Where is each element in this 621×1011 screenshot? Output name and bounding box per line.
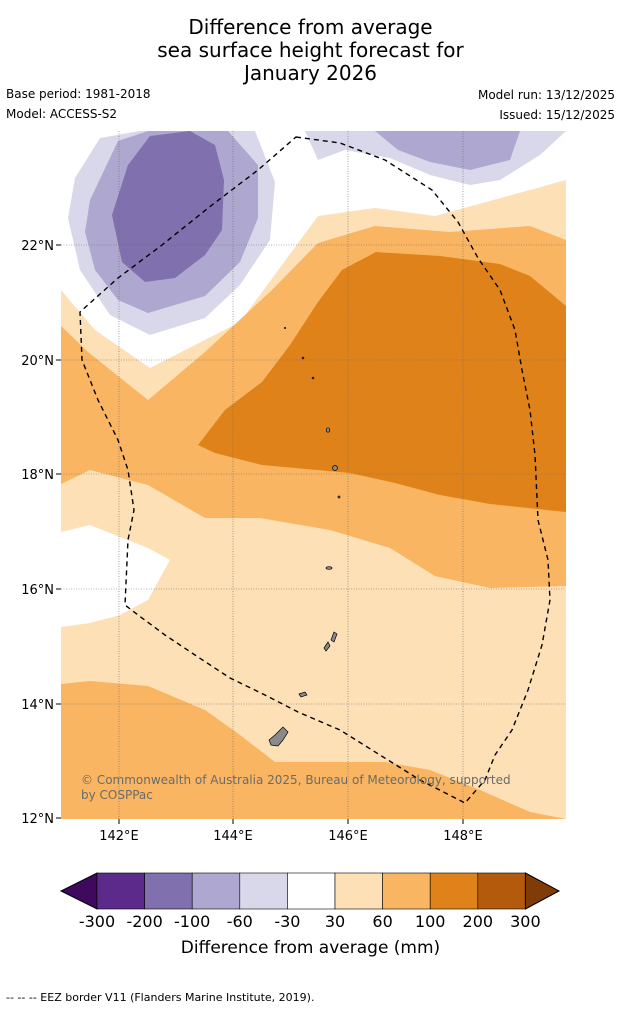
lon-label-146e: 146°E <box>328 829 368 844</box>
colorbar-tick-label: -300 <box>79 912 115 931</box>
colorbar-box-neg300-neg200 <box>96 872 145 910</box>
lat-label-22n: 22°N <box>21 239 54 254</box>
colorbar-tick-label: -60 <box>227 912 253 931</box>
island-saipan <box>330 631 338 643</box>
colorbar-box-60-100 <box>382 872 431 910</box>
colorbar-box-30-60 <box>334 872 383 910</box>
colorbar-ticks: -300 -200 -100 -60 -30 30 60 100 200 300 <box>79 912 541 931</box>
colorbar-box-neg60-neg30 <box>239 872 288 910</box>
colorbar-tick-label: 100 <box>415 912 446 931</box>
island-maug <box>301 356 305 360</box>
colorbar-tick-label: -30 <box>274 912 300 931</box>
island-tinian <box>323 641 331 652</box>
title-line-3: January 2026 <box>243 61 378 85</box>
island-rota <box>298 691 308 698</box>
colorbar-tick-label: 200 <box>463 912 494 931</box>
title-line-1: Difference from average <box>188 15 433 39</box>
lon-label-144e: 144°E <box>213 829 253 844</box>
colorbar-title: Difference from average (mm) <box>180 938 441 958</box>
colorbar-box-200-300 <box>477 872 526 910</box>
island-agrihan <box>325 427 331 433</box>
island-asuncion <box>311 376 315 380</box>
chart-title: Difference from average sea surface heig… <box>0 16 621 85</box>
lat-label-12n: 12°N <box>21 812 54 827</box>
colorbar-box-100-200 <box>429 872 479 910</box>
copyright-line-2: by COSPPac <box>81 788 153 802</box>
colorbar-box-neg30-30 <box>287 872 336 910</box>
island-anatahan <box>325 566 333 570</box>
title-line-2: sea surface height forecast for <box>157 38 464 62</box>
issued-date: Issued: 15/12/2025 <box>499 108 615 122</box>
contour-100-200 <box>198 252 566 512</box>
contour-neutral-west <box>61 525 170 627</box>
colorbar-tick-label: 300 <box>510 912 541 931</box>
map-plot-area: © Commonwealth of Australia 2025, Bureau… <box>61 131 566 819</box>
colorbar-box-neg100-neg60 <box>191 872 241 910</box>
eez-footnote: -- -- -- EEZ border V11 (Flanders Marine… <box>6 991 315 1004</box>
lon-label-148e: 148°E <box>443 829 483 844</box>
lat-label-18n: 18°N <box>21 468 54 483</box>
island-alamagan <box>337 495 341 499</box>
colorbar <box>59 872 561 910</box>
model-run-date: Model run: 13/12/2025 <box>477 88 615 102</box>
base-period: Base period: 1981-2018 <box>6 87 151 101</box>
colorbar-arrow-high <box>524 872 561 910</box>
colorbar-tick-label: 30 <box>325 912 345 931</box>
lat-label-14n: 14°N <box>21 698 54 713</box>
contour-60-100-south <box>61 681 566 819</box>
axis-ticks <box>56 244 464 824</box>
model-name: Model: ACCESS-S2 <box>6 107 118 121</box>
island-guam <box>268 726 289 747</box>
colorbar-box-neg200-neg100 <box>144 872 193 910</box>
lat-label-20n: 20°N <box>21 354 54 369</box>
colorbar-tick-label: -100 <box>174 912 210 931</box>
contour-neg100-neg200-west <box>112 131 224 282</box>
islands <box>268 326 341 747</box>
colorbar-tick-label: 60 <box>372 912 392 931</box>
copyright-line-1: © Commonwealth of Australia 2025, Bureau… <box>81 773 511 787</box>
island-pagan <box>332 465 338 471</box>
island-farallon <box>283 326 287 330</box>
colorbar-tick-label: -200 <box>126 912 162 931</box>
eez-border <box>79 136 551 804</box>
colorbar-arrow-low <box>59 872 98 910</box>
lon-label-142e: 142°E <box>99 829 139 844</box>
contour-neg60-neg100-north <box>375 131 520 170</box>
lat-label-16n: 16°N <box>21 583 54 598</box>
graticule <box>61 131 566 819</box>
